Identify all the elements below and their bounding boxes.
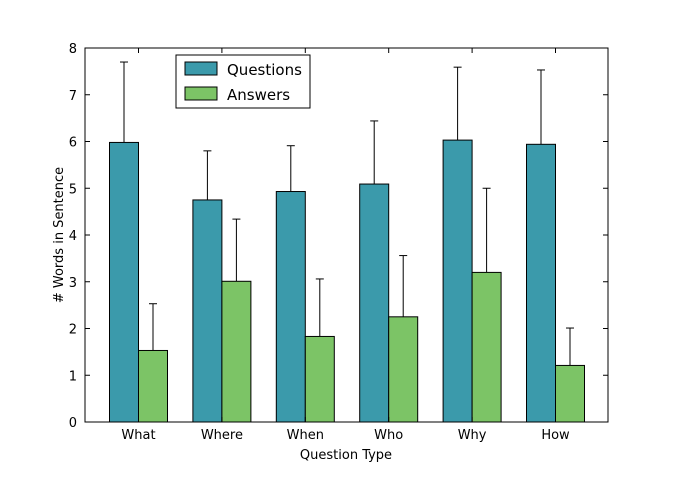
legend-swatch-answers (184, 86, 218, 101)
y-tick-label-6: 6 (69, 136, 77, 151)
bar-questions-how (526, 143, 556, 423)
error-bars-layer (120, 61, 574, 366)
y-tick-labels: 0 1 2 3 4 5 6 7 8 (69, 42, 77, 431)
bar-answers-how (555, 364, 585, 423)
x-tick-label-when: When (287, 428, 324, 443)
legend-label-answers: Answers (227, 86, 290, 104)
bars-layer (109, 139, 585, 423)
y-tick-label-7: 7 (69, 89, 77, 104)
y-tick-label-3: 3 (69, 276, 77, 291)
y-axis-label: # Words in Sentence (52, 167, 67, 303)
y-tick-label-5: 5 (69, 182, 77, 197)
x-axis-label: Question Type (300, 448, 392, 463)
x-tick-label-where: Where (201, 428, 243, 443)
y-tick-label-8: 8 (69, 42, 77, 57)
x-tick-label-why: Why (458, 428, 487, 443)
bar-questions-what (109, 141, 139, 423)
bar-questions-why (442, 139, 473, 423)
x-tick-label-how: How (541, 428, 570, 443)
ticks-layer (85, 47, 608, 423)
legend-swatch-questions (184, 61, 218, 76)
bar-answers-who (388, 316, 419, 423)
bar-questions-when (275, 191, 306, 423)
bar-answers-why (471, 271, 502, 423)
x-tick-labels: What Where When Who Why How (121, 428, 570, 443)
x-tick-label-who: Who (374, 428, 403, 443)
bar-questions-who (359, 183, 390, 423)
bar-answers-when (304, 335, 335, 423)
y-tick-label-0: 0 (69, 416, 77, 431)
bar-answers-where (221, 280, 252, 423)
y-tick-label-1: 1 (69, 369, 77, 384)
legend-label-questions: Questions (227, 61, 302, 79)
y-tick-label-2: 2 (69, 323, 77, 338)
bar-answers-what (138, 349, 168, 423)
legend: Questions Answers (175, 54, 311, 109)
y-tick-label-4: 4 (69, 229, 77, 244)
bar-questions-where (192, 199, 223, 423)
x-tick-label-what: What (121, 428, 155, 443)
